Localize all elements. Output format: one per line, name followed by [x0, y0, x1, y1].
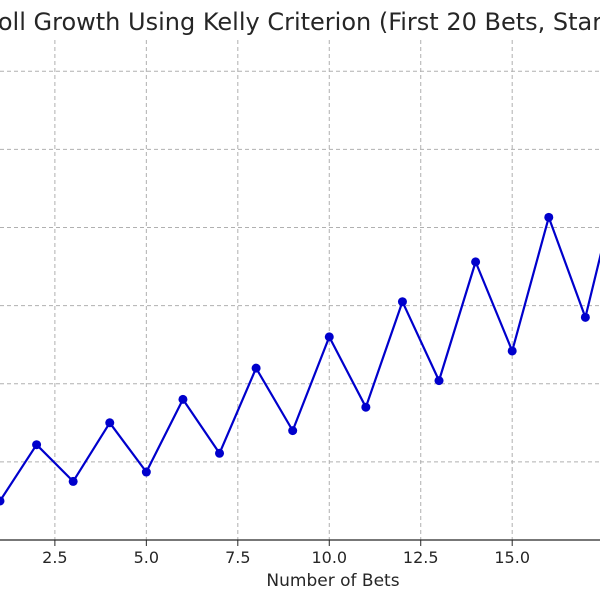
data-point-6	[215, 448, 225, 458]
data-point-2	[68, 476, 78, 486]
data-point-12	[434, 376, 444, 386]
data-point-11	[397, 297, 407, 307]
data-point-15	[544, 212, 554, 222]
data-point-1	[32, 440, 42, 450]
x-tick-label-2: 7.5	[225, 548, 250, 567]
data-point-0	[0, 496, 5, 506]
x-tick-label-5: 15.0	[494, 548, 530, 567]
data-point-7	[251, 363, 261, 373]
data-point-9	[324, 332, 334, 342]
x-tick-label-1: 5.0	[134, 548, 159, 567]
data-point-3	[105, 418, 115, 428]
series-layer	[0, 212, 600, 506]
series-line-0	[0, 216, 600, 502]
chart-title: oll Growth Using Kelly Criterion (First …	[0, 8, 600, 36]
data-point-5	[178, 394, 188, 404]
x-tick-label-4: 12.5	[403, 548, 439, 567]
data-point-13	[471, 257, 481, 267]
axes: 2.5 5.0 7.5 10.0 12.5 15.0	[0, 539, 600, 567]
x-tick-label-0: 2.5	[42, 548, 67, 567]
data-point-4	[141, 467, 151, 477]
data-point-8	[288, 426, 298, 436]
grid-lines	[0, 40, 600, 540]
data-point-14	[507, 346, 517, 356]
data-point-16	[580, 312, 590, 322]
x-axis-label: Number of Bets	[266, 571, 399, 591]
x-tick-label-3: 10.0	[311, 548, 347, 567]
data-point-10	[361, 402, 371, 412]
